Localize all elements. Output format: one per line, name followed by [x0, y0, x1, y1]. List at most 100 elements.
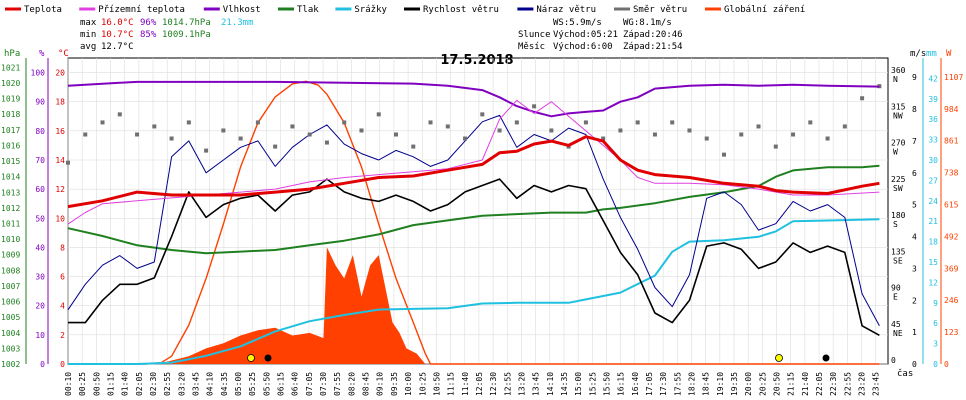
axis-hpa-tick: 1015	[1, 157, 20, 166]
x-tick-label: 11:40	[461, 372, 470, 396]
wind-dir-point-3	[117, 112, 122, 117]
axis-hpa-tick: 1010	[1, 235, 20, 244]
wind-dir-point-44	[825, 136, 830, 141]
wind-dir-point-0	[66, 160, 70, 165]
wind-dir-point-5	[152, 124, 157, 129]
x-tick-label: 05:50	[262, 372, 271, 396]
axis-mm-tick: 15	[928, 258, 938, 267]
axis-mm-tick: 0	[933, 360, 938, 369]
wind-dir-point-11	[255, 120, 260, 125]
plot-area	[66, 80, 882, 365]
wind-dir-point-23	[463, 136, 468, 141]
wind-dir-point-37	[704, 136, 709, 141]
x-axis-label: čas	[897, 368, 913, 379]
wind-dir-point-17	[359, 128, 364, 133]
axis-mm-tick: 18	[928, 238, 938, 247]
wind-dir-point-28	[549, 128, 554, 133]
wind-dir-point-6	[169, 136, 174, 141]
series-line-náraz-větru	[67, 114, 880, 327]
axis-hpa-tick: 1016	[1, 141, 20, 150]
axis-ms-tick: 9	[912, 73, 917, 82]
axis-pct-tick: 30	[35, 273, 45, 282]
info-sun-rise: Východ:05:21	[553, 30, 618, 40]
x-tick-label: 22:05	[815, 372, 824, 396]
axis-dir-tick: 225	[891, 175, 906, 184]
axis-hpa-tick: 1019	[1, 95, 20, 104]
wind-dir-point-19	[394, 132, 398, 137]
axis-mm-tick: 3	[933, 340, 938, 349]
series-line-vlhkost	[67, 80, 880, 118]
x-tick-label: 05:25	[248, 372, 257, 396]
wind-dir-point-20	[411, 144, 416, 149]
axis-hpa-tick: 1012	[1, 204, 20, 213]
x-tick-label: 11:15	[447, 372, 456, 396]
axis-mm-tick: 6	[933, 319, 938, 328]
axis-dir-tick: 45	[891, 320, 901, 329]
axis-temp-tick: 10	[55, 214, 65, 223]
stats-avg-temp: 12.7°C	[101, 42, 134, 52]
wind-dir-point-43	[808, 120, 813, 125]
axis-dir-tick: 90	[891, 284, 901, 293]
x-tick-label: 07:55	[333, 372, 342, 396]
axis-hpa-tick: 1002	[1, 360, 20, 369]
x-tick-label: 20:00	[744, 372, 753, 396]
x-tick-label: 10:25	[418, 372, 427, 396]
axis-w-tick: 738	[944, 169, 959, 178]
stats-max-temp: 16.0°C	[101, 18, 134, 28]
x-tick-label: 12:30	[489, 372, 498, 396]
wind-dir-point-25	[497, 128, 502, 133]
right-axes: m/s mm W045NE90E135SE180S225SW270W315NW360…	[891, 49, 963, 369]
x-tick-label: 13:20	[517, 372, 526, 396]
x-tick-label: 22:55	[843, 372, 852, 396]
x-tick-label: 13:45	[532, 372, 541, 396]
axis-mm-tick: 33	[928, 136, 938, 145]
axis-hpa-tick: 1007	[1, 282, 20, 291]
legend-label-6: Náraz větru	[536, 5, 596, 15]
axis-w-tick: 0	[944, 360, 949, 369]
series-line-srážky	[68, 218, 880, 365]
axis-pct-tick: 40	[35, 243, 45, 252]
x-tick-label: 09:10	[376, 372, 385, 396]
x-tick-label: 18:45	[702, 372, 711, 396]
x-tick-label: 10:00	[404, 372, 413, 396]
axis-mm-tick: 9	[933, 299, 938, 308]
x-tick-label: 12:55	[503, 372, 512, 396]
wind-dir-point-8	[204, 148, 209, 153]
x-tick-label: 22:30	[829, 372, 838, 396]
stats-min-temp: 10.7°C	[101, 30, 134, 40]
x-tick-label: 04:10	[206, 372, 215, 396]
info-sun-set: Západ:20:46	[623, 30, 683, 40]
x-tick-label: 08:45	[362, 372, 371, 396]
axis-pct-tick: 60	[35, 185, 45, 194]
stats-min-humidity: 85%	[140, 30, 157, 40]
axis-pct-tick: 100	[31, 69, 46, 78]
axis-dir-tick: 360	[891, 66, 906, 75]
x-tick-label: 15:00	[574, 372, 583, 396]
axis-dir-label: NE	[893, 329, 903, 338]
axis-hpa-tick: 1003	[1, 344, 20, 353]
moonset-marker	[822, 354, 830, 362]
wind-dir-point-30	[583, 120, 588, 125]
x-tick-label: 20:25	[758, 372, 767, 396]
wind-dir-point-31	[601, 136, 606, 141]
axis-ms-tick: 5	[912, 201, 917, 210]
axis-dir-tick: 315	[891, 102, 906, 111]
wind-dir-point-21	[428, 120, 433, 125]
axis-pct-tick: 0	[40, 360, 45, 369]
chart-title: 17.5.2018	[440, 53, 513, 68]
axis-pct-tick: 20	[35, 302, 45, 311]
axis-mm-tick: 21	[928, 217, 938, 226]
axis-mm-label: mm	[926, 49, 937, 59]
x-tick-label: 20:50	[773, 372, 782, 396]
axis-ms-tick: 8	[912, 105, 917, 114]
radiation-area	[157, 247, 426, 364]
wind-dir-point-32	[618, 128, 623, 133]
wind-dir-point-18	[376, 112, 381, 117]
wind-dir-point-1	[83, 132, 88, 137]
axis-mm-tick: 36	[928, 115, 938, 124]
x-tick-label: 01:40	[121, 372, 130, 396]
x-tick-label: 03:20	[177, 372, 186, 396]
legend-label-2: Vlhkost	[223, 5, 261, 15]
astro-markers	[247, 354, 830, 362]
x-tick-label: 00:10	[64, 372, 73, 396]
